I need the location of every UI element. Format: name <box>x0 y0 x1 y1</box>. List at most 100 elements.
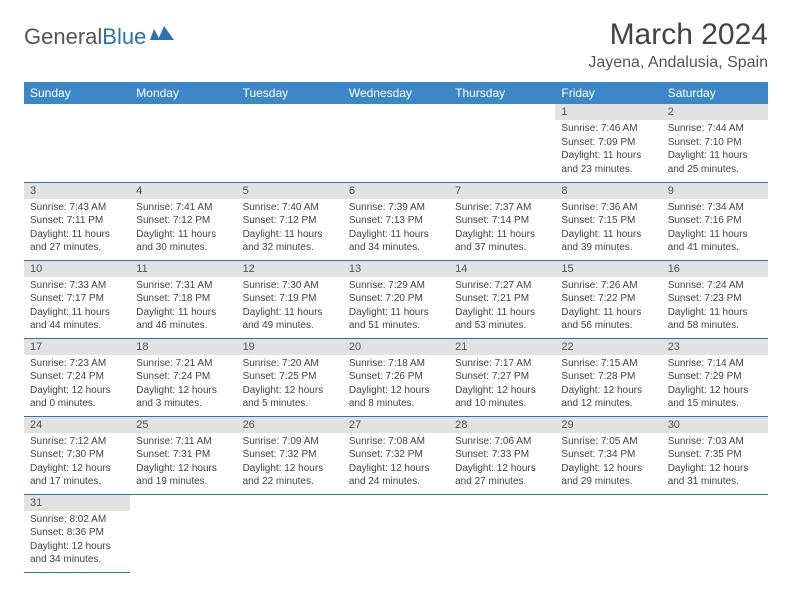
day-cell: 14Sunrise: 7:27 AMSunset: 7:21 PMDayligh… <box>449 260 555 338</box>
day-details: Sunrise: 7:23 AMSunset: 7:24 PMDaylight:… <box>24 355 130 415</box>
day-cell: 19Sunrise: 7:20 AMSunset: 7:25 PMDayligh… <box>237 338 343 416</box>
day-number: 1 <box>555 104 661 120</box>
day-details: Sunrise: 7:18 AMSunset: 7:26 PMDaylight:… <box>343 355 449 415</box>
day-cell: 22Sunrise: 7:15 AMSunset: 7:28 PMDayligh… <box>555 338 661 416</box>
empty-cell <box>130 104 236 182</box>
day-number: 13 <box>343 261 449 277</box>
empty-cell <box>449 104 555 182</box>
day-details: Sunrise: 7:24 AMSunset: 7:23 PMDaylight:… <box>662 277 768 337</box>
day-number: 7 <box>449 183 555 199</box>
day-cell: 6Sunrise: 7:39 AMSunset: 7:13 PMDaylight… <box>343 182 449 260</box>
day-number: 31 <box>24 495 130 511</box>
day-details: Sunrise: 7:06 AMSunset: 7:33 PMDaylight:… <box>449 433 555 493</box>
day-number: 30 <box>662 417 768 433</box>
calendar-row: 17Sunrise: 7:23 AMSunset: 7:24 PMDayligh… <box>24 338 768 416</box>
day-number: 10 <box>24 261 130 277</box>
day-details: Sunrise: 7:14 AMSunset: 7:29 PMDaylight:… <box>662 355 768 415</box>
day-details: Sunrise: 7:44 AMSunset: 7:10 PMDaylight:… <box>662 120 768 180</box>
day-details: Sunrise: 7:46 AMSunset: 7:09 PMDaylight:… <box>555 120 661 180</box>
day-number: 6 <box>343 183 449 199</box>
day-details: Sunrise: 7:41 AMSunset: 7:12 PMDaylight:… <box>130 199 236 259</box>
page-title: March 2024 <box>588 18 768 52</box>
day-number: 2 <box>662 104 768 120</box>
day-cell: 25Sunrise: 7:11 AMSunset: 7:31 PMDayligh… <box>130 416 236 494</box>
weekday-header: Monday <box>130 82 236 104</box>
calendar-row: 10Sunrise: 7:33 AMSunset: 7:17 PMDayligh… <box>24 260 768 338</box>
day-cell: 17Sunrise: 7:23 AMSunset: 7:24 PMDayligh… <box>24 338 130 416</box>
day-number: 26 <box>237 417 343 433</box>
day-number: 19 <box>237 339 343 355</box>
day-cell: 2Sunrise: 7:44 AMSunset: 7:10 PMDaylight… <box>662 104 768 182</box>
day-details: Sunrise: 7:31 AMSunset: 7:18 PMDaylight:… <box>130 277 236 337</box>
weekday-header: Saturday <box>662 82 768 104</box>
day-cell: 9Sunrise: 7:34 AMSunset: 7:16 PMDaylight… <box>662 182 768 260</box>
day-details: Sunrise: 7:26 AMSunset: 7:22 PMDaylight:… <box>555 277 661 337</box>
day-cell: 7Sunrise: 7:37 AMSunset: 7:14 PMDaylight… <box>449 182 555 260</box>
day-number: 24 <box>24 417 130 433</box>
day-cell: 5Sunrise: 7:40 AMSunset: 7:12 PMDaylight… <box>237 182 343 260</box>
day-number: 5 <box>237 183 343 199</box>
day-cell: 8Sunrise: 7:36 AMSunset: 7:15 PMDaylight… <box>555 182 661 260</box>
day-cell: 27Sunrise: 7:08 AMSunset: 7:32 PMDayligh… <box>343 416 449 494</box>
day-cell: 23Sunrise: 7:14 AMSunset: 7:29 PMDayligh… <box>662 338 768 416</box>
day-details: Sunrise: 7:27 AMSunset: 7:21 PMDaylight:… <box>449 277 555 337</box>
day-number: 21 <box>449 339 555 355</box>
day-details: Sunrise: 7:36 AMSunset: 7:15 PMDaylight:… <box>555 199 661 259</box>
day-number: 28 <box>449 417 555 433</box>
calendar-table: SundayMondayTuesdayWednesdayThursdayFrid… <box>24 82 768 573</box>
calendar-row: 3Sunrise: 7:43 AMSunset: 7:11 PMDaylight… <box>24 182 768 260</box>
day-cell: 4Sunrise: 7:41 AMSunset: 7:12 PMDaylight… <box>130 182 236 260</box>
day-cell: 29Sunrise: 7:05 AMSunset: 7:34 PMDayligh… <box>555 416 661 494</box>
day-cell: 3Sunrise: 7:43 AMSunset: 7:11 PMDaylight… <box>24 182 130 260</box>
day-cell: 31Sunrise: 8:02 AMSunset: 8:36 PMDayligh… <box>24 494 130 572</box>
day-number: 15 <box>555 261 661 277</box>
title-block: March 2024 Jayena, Andalusia, Spain <box>588 18 768 72</box>
day-details: Sunrise: 7:34 AMSunset: 7:16 PMDaylight:… <box>662 199 768 259</box>
weekday-header: Friday <box>555 82 661 104</box>
weekday-header: Wednesday <box>343 82 449 104</box>
day-details: Sunrise: 7:15 AMSunset: 7:28 PMDaylight:… <box>555 355 661 415</box>
day-details: Sunrise: 7:09 AMSunset: 7:32 PMDaylight:… <box>237 433 343 493</box>
day-details: Sunrise: 7:43 AMSunset: 7:11 PMDaylight:… <box>24 199 130 259</box>
day-number: 4 <box>130 183 236 199</box>
day-details: Sunrise: 7:39 AMSunset: 7:13 PMDaylight:… <box>343 199 449 259</box>
day-details: Sunrise: 7:08 AMSunset: 7:32 PMDaylight:… <box>343 433 449 493</box>
day-cell: 18Sunrise: 7:21 AMSunset: 7:24 PMDayligh… <box>130 338 236 416</box>
day-details: Sunrise: 7:40 AMSunset: 7:12 PMDaylight:… <box>237 199 343 259</box>
weekday-header: Sunday <box>24 82 130 104</box>
day-number: 3 <box>24 183 130 199</box>
empty-cell <box>555 494 661 572</box>
day-cell: 28Sunrise: 7:06 AMSunset: 7:33 PMDayligh… <box>449 416 555 494</box>
brand-part2: Blue <box>102 24 146 50</box>
day-number: 23 <box>662 339 768 355</box>
brand-part1: General <box>24 24 102 50</box>
day-details: Sunrise: 7:33 AMSunset: 7:17 PMDaylight:… <box>24 277 130 337</box>
day-number: 18 <box>130 339 236 355</box>
day-number: 11 <box>130 261 236 277</box>
day-cell: 1Sunrise: 7:46 AMSunset: 7:09 PMDaylight… <box>555 104 661 182</box>
empty-cell <box>130 494 236 572</box>
day-details: Sunrise: 8:02 AMSunset: 8:36 PMDaylight:… <box>24 511 130 571</box>
location: Jayena, Andalusia, Spain <box>588 54 768 72</box>
empty-cell <box>343 104 449 182</box>
day-cell: 20Sunrise: 7:18 AMSunset: 7:26 PMDayligh… <box>343 338 449 416</box>
day-details: Sunrise: 7:12 AMSunset: 7:30 PMDaylight:… <box>24 433 130 493</box>
day-cell: 21Sunrise: 7:17 AMSunset: 7:27 PMDayligh… <box>449 338 555 416</box>
day-details: Sunrise: 7:30 AMSunset: 7:19 PMDaylight:… <box>237 277 343 337</box>
day-details: Sunrise: 7:03 AMSunset: 7:35 PMDaylight:… <box>662 433 768 493</box>
day-details: Sunrise: 7:20 AMSunset: 7:25 PMDaylight:… <box>237 355 343 415</box>
day-details: Sunrise: 7:17 AMSunset: 7:27 PMDaylight:… <box>449 355 555 415</box>
brand-logo: GeneralBlue <box>24 24 176 50</box>
day-number: 9 <box>662 183 768 199</box>
calendar-body: 1Sunrise: 7:46 AMSunset: 7:09 PMDaylight… <box>24 104 768 572</box>
empty-cell <box>662 494 768 572</box>
day-number: 17 <box>24 339 130 355</box>
day-cell: 11Sunrise: 7:31 AMSunset: 7:18 PMDayligh… <box>130 260 236 338</box>
day-number: 8 <box>555 183 661 199</box>
day-details: Sunrise: 7:37 AMSunset: 7:14 PMDaylight:… <box>449 199 555 259</box>
day-cell: 16Sunrise: 7:24 AMSunset: 7:23 PMDayligh… <box>662 260 768 338</box>
calendar-row: 1Sunrise: 7:46 AMSunset: 7:09 PMDaylight… <box>24 104 768 182</box>
empty-cell <box>237 494 343 572</box>
day-details: Sunrise: 7:29 AMSunset: 7:20 PMDaylight:… <box>343 277 449 337</box>
weekday-header-row: SundayMondayTuesdayWednesdayThursdayFrid… <box>24 82 768 104</box>
